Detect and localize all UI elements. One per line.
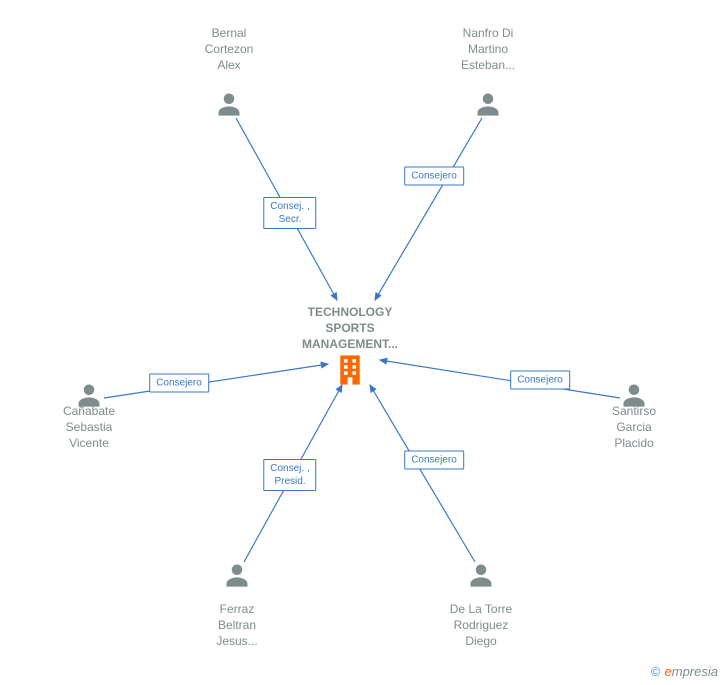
person-icon [215, 90, 243, 118]
person-icon-wrap [467, 561, 495, 589]
person-label: Cañabate Sebastia Vicente [39, 403, 139, 452]
person-label: De La Torre Rodriguez Diego [431, 601, 531, 650]
person-icon [75, 381, 103, 409]
person-icon [223, 561, 251, 589]
edge-line [375, 118, 482, 300]
person-label: Bernal Cortezon Alex [179, 25, 279, 74]
copyright-symbol: © [651, 664, 661, 679]
person-node[interactable]: Bernal Cortezon Alex [179, 25, 279, 74]
person-icon-wrap [620, 381, 648, 409]
edge-role-label: Consej. , Secr. [263, 197, 316, 229]
edge-line [380, 360, 620, 398]
person-icon [467, 561, 495, 589]
building-icon [335, 353, 365, 387]
person-icon [474, 90, 502, 118]
brand-rest: mpresia [672, 664, 718, 679]
edge-line [370, 385, 475, 562]
person-label: Santirso Garcia Placido [584, 403, 684, 452]
person-node[interactable]: Nanfro Di Martino Esteban... [438, 25, 538, 74]
footer-attribution: © empresia [651, 664, 718, 679]
center-company-node[interactable]: TECHNOLOGY SPORTS MANAGEMENT... [285, 304, 415, 387]
edge-role-label: Consejero [149, 374, 209, 393]
edge-role-label: Consejero [404, 167, 464, 186]
center-company-label: TECHNOLOGY SPORTS MANAGEMENT... [285, 304, 415, 353]
edge-role-label: Consejero [510, 371, 570, 390]
person-node[interactable]: Santirso Garcia Placido [584, 403, 684, 452]
person-icon-wrap [215, 90, 243, 118]
person-node[interactable]: De La Torre Rodriguez Diego [431, 601, 531, 650]
edge-role-label: Consejero [404, 451, 464, 470]
person-icon-wrap [75, 381, 103, 409]
person-icon-wrap [474, 90, 502, 118]
person-icon [620, 381, 648, 409]
person-icon-wrap [223, 561, 251, 589]
brand-first-letter: e [665, 664, 672, 679]
person-label: Nanfro Di Martino Esteban... [438, 25, 538, 74]
edge-role-label: Consej. , Presid. [263, 459, 316, 491]
person-label: Ferraz Beltran Jesus... [187, 601, 287, 650]
person-node[interactable]: Cañabate Sebastia Vicente [39, 403, 139, 452]
person-node[interactable]: Ferraz Beltran Jesus... [187, 601, 287, 650]
